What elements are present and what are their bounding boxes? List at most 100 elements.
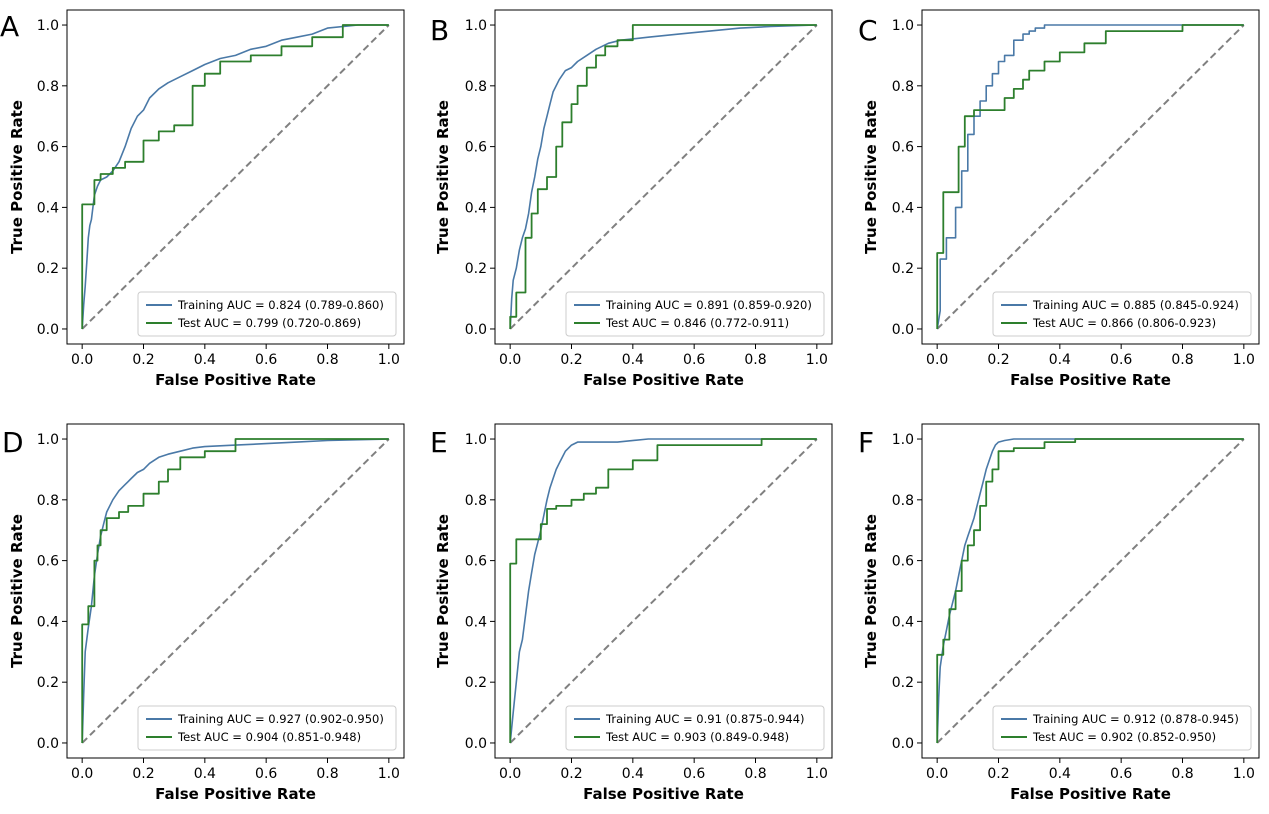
chance-diagonal: [81, 24, 390, 330]
test-legend-label: Test AUC = 0.799 (0.720-0.869): [177, 316, 361, 330]
chance-diagonal: [936, 24, 1245, 330]
legend-box: [992, 291, 1252, 337]
legend: Training AUC = 0.885 (0.845-0.924) Test A…: [992, 291, 1252, 337]
x-tick-label: 1.0: [806, 766, 828, 782]
x-tick-label: 0.6: [1110, 352, 1132, 368]
y-tick-label: 0.4: [465, 200, 487, 216]
y-tick-label: 0.2: [892, 675, 914, 691]
x-tick-label: 0.6: [1110, 766, 1132, 782]
x-tick-label: 1.0: [1233, 766, 1255, 782]
y-tick-label: 0.6: [37, 554, 59, 570]
x-tick-label: 0.0: [71, 766, 93, 782]
panel-label: A: [0, 10, 19, 43]
x-tick-label: 0.0: [926, 766, 948, 782]
legend: Training AUC = 0.912 (0.878-0.945) Test A…: [992, 705, 1252, 751]
legend: Training AUC = 0.927 (0.902-0.950) Test A…: [137, 705, 397, 751]
y-tick-label: 0.4: [37, 614, 59, 630]
test-roc-line: [81, 24, 389, 329]
x-tick-label: 0.2: [132, 766, 154, 782]
training-roc-line: [936, 24, 1244, 330]
test-legend-label: Test AUC = 0.904 (0.851-0.948): [177, 730, 361, 744]
y-tick-label: 0.4: [892, 200, 914, 216]
legend: Training AUC = 0.824 (0.789-0.860) Test A…: [137, 291, 397, 337]
legend-box: [137, 291, 397, 337]
x-tick-label: 0.2: [987, 766, 1009, 782]
training-legend-label: Training AUC = 0.885 (0.845-0.924): [1032, 298, 1239, 312]
y-tick-label: 1.0: [465, 18, 487, 34]
test-legend-label: Test AUC = 0.903 (0.849-0.948): [605, 730, 789, 744]
test-roc-line: [509, 24, 817, 329]
y-tick-label: 1.0: [892, 18, 914, 34]
x-tick-label: 0.6: [255, 766, 277, 782]
y-tick-label: 0.8: [37, 79, 59, 95]
y-tick-label: 0.4: [37, 200, 59, 216]
y-tick-label: 0.8: [37, 493, 59, 509]
x-tick-label: 0.4: [622, 766, 644, 782]
legend-box: [992, 705, 1252, 751]
x-tick-label: 0.8: [744, 352, 766, 368]
y-tick-label: 1.0: [37, 432, 59, 448]
x-tick-label: 1.0: [806, 352, 828, 368]
test-roc-line: [509, 438, 817, 743]
chance-diagonal: [509, 438, 818, 744]
y-tick-label: 0.8: [892, 493, 914, 509]
chance-diagonal: [81, 438, 390, 744]
plot-frame: [921, 9, 1260, 345]
x-tick-label: 0.0: [499, 766, 521, 782]
test-legend-label: Test AUC = 0.902 (0.852-0.950): [1032, 730, 1216, 744]
y-tick-label: 0.4: [892, 614, 914, 630]
training-roc-line: [936, 438, 1244, 744]
y-tick-label: 0.8: [465, 79, 487, 95]
y-axis-label: True Positive Rate: [862, 514, 880, 668]
legend: Training AUC = 0.91 (0.875-0.944) Test AU…: [565, 705, 825, 751]
x-tick-label: 1.0: [378, 352, 400, 368]
x-tick-label: 0.4: [1049, 766, 1071, 782]
training-legend-label: Training AUC = 0.912 (0.878-0.945): [1032, 712, 1239, 726]
x-tick-label: 0.6: [683, 352, 705, 368]
y-tick-label: 0.6: [37, 140, 59, 156]
x-axis-label: False Positive Rate: [583, 371, 744, 389]
y-tick-label: 1.0: [892, 432, 914, 448]
x-tick-label: 1.0: [378, 766, 400, 782]
panel-label: D: [2, 426, 24, 459]
test-legend-label: Test AUC = 0.866 (0.806-0.923): [1032, 316, 1216, 330]
x-tick-label: 0.6: [255, 352, 277, 368]
panel-label: E: [430, 426, 448, 459]
x-tick-label: 0.4: [194, 352, 216, 368]
y-axis-label: True Positive Rate: [434, 100, 452, 254]
plot-frame: [494, 9, 833, 345]
y-tick-label: 0.6: [465, 140, 487, 156]
training-legend-label: Training AUC = 0.91 (0.875-0.944): [605, 712, 805, 726]
y-tick-label: 0.0: [37, 736, 59, 752]
y-tick-label: 0.0: [892, 736, 914, 752]
x-axis-label: False Positive Rate: [155, 371, 316, 389]
x-tick-label: 0.4: [1049, 352, 1071, 368]
x-tick-label: 0.8: [1171, 352, 1193, 368]
x-axis-label: False Positive Rate: [155, 785, 316, 803]
y-tick-label: 0.8: [465, 493, 487, 509]
training-roc-line: [509, 438, 817, 744]
y-axis-label: True Positive Rate: [434, 514, 452, 668]
plot-frame: [66, 423, 405, 759]
panel-b: B 0.0 0.2 0.4 0.6 0.8 1.0 0.0 0.2 0.4 0.6 0.8 1.0 Fal…: [430, 9, 833, 389]
panel-e: E 0.0 0.2 0.4 0.6 0.8 1.0 0.0 0.2 0.4 0.6 0.8 1.0 Fal…: [430, 423, 833, 803]
x-tick-label: 0.6: [683, 766, 705, 782]
x-axis-label: False Positive Rate: [1010, 371, 1171, 389]
plot-frame: [921, 423, 1260, 759]
x-tick-label: 0.8: [316, 352, 338, 368]
x-tick-label: 0.8: [316, 766, 338, 782]
y-tick-label: 0.0: [465, 736, 487, 752]
training-legend-label: Training AUC = 0.927 (0.902-0.950): [177, 712, 384, 726]
test-roc-line: [936, 438, 1244, 743]
x-tick-label: 0.0: [499, 352, 521, 368]
legend: Training AUC = 0.891 (0.859-0.920) Test A…: [565, 291, 825, 337]
y-tick-label: 0.2: [465, 675, 487, 691]
y-axis-label: True Positive Rate: [8, 100, 26, 254]
x-tick-label: 0.4: [622, 352, 644, 368]
y-tick-label: 0.0: [37, 322, 59, 338]
y-tick-label: 0.2: [37, 675, 59, 691]
panel-d: D 0.0 0.2 0.4 0.6 0.8 1.0 0.0 0.2 0.4 0.6 0.8 1.0 Fal…: [2, 423, 405, 803]
y-tick-label: 1.0: [465, 432, 487, 448]
x-axis-label: False Positive Rate: [583, 785, 744, 803]
